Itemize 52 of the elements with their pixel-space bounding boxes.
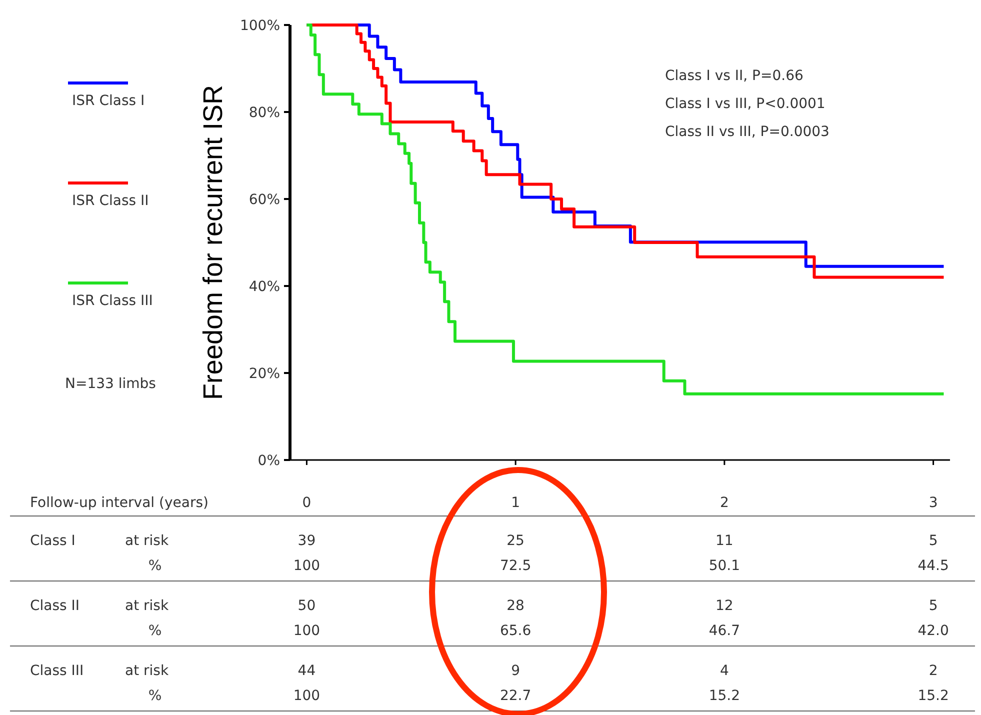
- x-tick-label: 1: [511, 494, 520, 511]
- text: %: [148, 622, 162, 639]
- text: 42.0: [918, 622, 949, 639]
- x-tick-label: 2: [720, 494, 729, 511]
- text: 4: [720, 662, 729, 679]
- text: 15.2: [708, 688, 740, 704]
- y-tick-label: 80%: [248, 104, 280, 121]
- text: N=133 limbs: [65, 376, 156, 392]
- text: 12: [716, 598, 734, 614]
- text: 25: [506, 532, 524, 549]
- legend-label: ISR Class III: [72, 292, 153, 309]
- x-axis-title: Follow-up interval (years): [30, 494, 208, 511]
- text: Class III: [30, 662, 84, 679]
- y-tick-label: 0%: [258, 452, 280, 469]
- text: 100: [293, 558, 320, 574]
- y-axis-title: Freedom for recurrent ISR: [198, 84, 228, 400]
- legend-label: ISR Class I: [72, 92, 145, 109]
- annotation: Class I vs III, P<0.0001: [665, 96, 826, 112]
- text: 15.2: [918, 688, 949, 704]
- text: Class II: [30, 598, 80, 614]
- text: 5: [928, 532, 938, 549]
- text: 2: [928, 662, 938, 679]
- text: 5: [928, 598, 938, 614]
- text: 50: [298, 598, 316, 614]
- text: 100: [293, 622, 320, 639]
- y-tick-label: 20%: [248, 366, 280, 382]
- text: 28: [506, 598, 524, 614]
- y-tick-label: 60%: [248, 192, 280, 208]
- text: at risk: [125, 662, 170, 679]
- text: Class I: [30, 532, 76, 549]
- text: 46.7: [708, 622, 740, 639]
- text: 65.6: [500, 622, 532, 639]
- text: at risk: [125, 532, 170, 549]
- x-tick-label: 3: [928, 494, 938, 511]
- text: 44.5: [918, 558, 949, 574]
- text: 44: [298, 662, 316, 679]
- text: 9: [511, 662, 520, 679]
- text: 100: [293, 688, 320, 704]
- annotation: Class II vs III, P=0.0003: [665, 124, 830, 140]
- text: %: [148, 688, 162, 704]
- text: 22.7: [500, 688, 532, 704]
- text: 39: [298, 532, 316, 549]
- text: 50.1: [708, 558, 740, 574]
- text: 72.5: [500, 558, 532, 574]
- text: at risk: [125, 598, 170, 614]
- annotation: Class I vs II, P=0.66: [665, 68, 804, 84]
- x-tick-label: 0: [302, 494, 312, 511]
- y-tick-label: 40%: [248, 278, 280, 295]
- text: %: [148, 558, 162, 574]
- text: 11: [716, 532, 734, 549]
- legend-label: ISR Class II: [72, 192, 149, 209]
- y-tick-label: 100%: [240, 18, 280, 34]
